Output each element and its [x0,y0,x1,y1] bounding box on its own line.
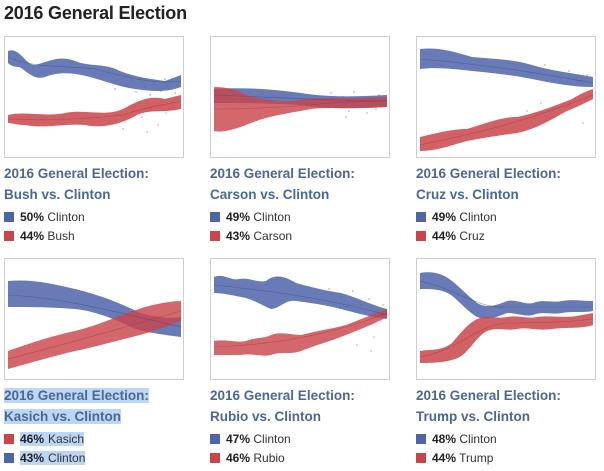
card-title-kasich[interactable]: 2016 General Election: Kasich vs. Clinto… [4,385,194,427]
legend-pct: 43% [20,451,45,465]
band-cruz [420,89,593,151]
card-title-rubio[interactable]: 2016 General Election: Rubio vs. Clinton [210,385,400,427]
legend-row: 44% Bush [4,227,194,246]
legend-row: 43% Clinton [4,449,194,468]
card-title-line1: 2016 General Election: [210,166,355,181]
band-carson [214,87,387,132]
swatch-rep [416,452,426,463]
swatch-rep [210,230,220,241]
legend-pct: 43% [226,229,251,243]
card-title-trump[interactable]: 2016 General Election: Trump vs. Clinton [416,385,604,427]
swatch-dem [416,433,426,444]
swatch-dem [4,452,14,463]
trend-chart-bush [7,50,182,133]
legend-pct: 50% [20,210,45,224]
legend-row: 44% Cruz [416,227,604,246]
legend-name: Trump [459,451,494,465]
swatch-rep [4,433,14,444]
legend-name: Rubio [253,451,285,465]
card-title-line1: 2016 General Election: [416,388,561,403]
band-clinton [420,272,593,319]
card-title-line1: 2016 General Election: [4,385,194,406]
swatch-rep [4,230,14,241]
legend-name: Carson [253,229,293,243]
legend-pct: 48% [432,432,457,446]
chart-thumbnail-trump[interactable] [416,258,596,380]
legend-pct: 44% [432,451,457,465]
legend-pct: 46% [226,451,251,465]
legend-rubio: 47% Clinton 46% Rubio [210,430,400,468]
chart-thumbnail-kasich[interactable] [4,258,184,380]
legend-name: Clinton [253,210,291,224]
chart-thumbnail-rubio[interactable] [210,258,390,380]
card-title-line2: Kasich vs. Clinton [4,406,194,427]
card-title-line2: Bush vs. Clinton [4,187,111,202]
band-clinton [214,275,387,319]
legend-cruz: 49% Clinton 44% Cruz [416,208,604,246]
legend-pct: 44% [432,229,457,243]
trend-chart-trump [419,272,594,363]
band-kasich [8,301,181,369]
band-rubio [214,309,387,356]
legend-row: 47% Clinton [210,430,400,449]
page-title: 2016 General Election [4,3,187,23]
legend-trump: 48% Clinton 44% Trump [416,430,604,468]
swatch-dem [416,211,426,222]
legend-pct: 44% [20,229,45,243]
legend-row: 46% Rubio [210,449,400,468]
chart-thumbnail-cruz[interactable] [416,36,596,158]
legend-name: Clinton [459,432,497,446]
band-clinton [8,50,181,91]
legend-pct: 46% [20,432,45,446]
legend-row: 46% Kasich [4,430,194,449]
legend-carson: 49% Clinton 43% Carson [210,208,400,246]
trend-chart-carson [213,87,388,132]
card-title-bush[interactable]: 2016 General Election: Bush vs. Clinton [4,163,194,205]
legend-pct: 47% [226,432,251,446]
card-title-line1: 2016 General Election: [210,388,355,403]
card-title-line1-text: 2016 General Election: [4,388,149,403]
legend-name: Cruz [459,229,485,243]
trend-chart-cruz [419,48,594,151]
card-title-carson[interactable]: 2016 General Election: Carson vs. Clinto… [210,163,400,205]
legend-pct: 49% [432,210,457,224]
chart-thumbnail-carson[interactable] [210,36,390,158]
card-title-cruz[interactable]: 2016 General Election: Cruz vs. Clinton [416,163,604,205]
legend-name: Clinton [459,210,497,224]
swatch-rep [416,230,426,241]
legend-name: Bush [47,229,75,243]
card-title-line2: Cruz vs. Clinton [416,187,519,202]
swatch-dem [210,211,220,222]
swatch-dem [4,211,14,222]
card-title-line2: Rubio vs. Clinton [210,409,321,424]
legend-row: 49% Clinton [416,208,604,227]
legend-name: Clinton [253,432,291,446]
card-title-line2-text: Kasich vs. Clinton [4,409,122,424]
swatch-rep [210,452,220,463]
band-trump [420,313,593,363]
legend-row: 44% Trump [416,449,604,468]
band-clinton [420,48,593,87]
trend-chart-kasich [7,280,182,369]
legend-row: 49% Clinton [210,208,400,227]
legend-row: 50% Clinton [4,208,194,227]
swatch-dem [210,433,220,444]
legend-name: Clinton [44,451,86,465]
card-title-line2: Trump vs. Clinton [416,409,531,424]
legend-name: Kasich [44,432,85,446]
band-bush [8,95,181,127]
legend-row: 48% Clinton [416,430,604,449]
card-title-line1: 2016 General Election: [4,166,149,181]
legend-pct: 49% [226,210,251,224]
card-title-line2: Carson vs. Clinton [210,187,330,202]
legend-bush: 50% Clinton 44% Bush [4,208,194,246]
card-title-line1: 2016 General Election: [416,166,561,181]
legend-row: 43% Carson [210,227,400,246]
legend-name: Clinton [47,210,85,224]
trend-chart-rubio [213,275,388,356]
legend-kasich: 46% Kasich 43% Clinton [4,430,194,468]
chart-thumbnail-bush[interactable] [4,36,184,158]
